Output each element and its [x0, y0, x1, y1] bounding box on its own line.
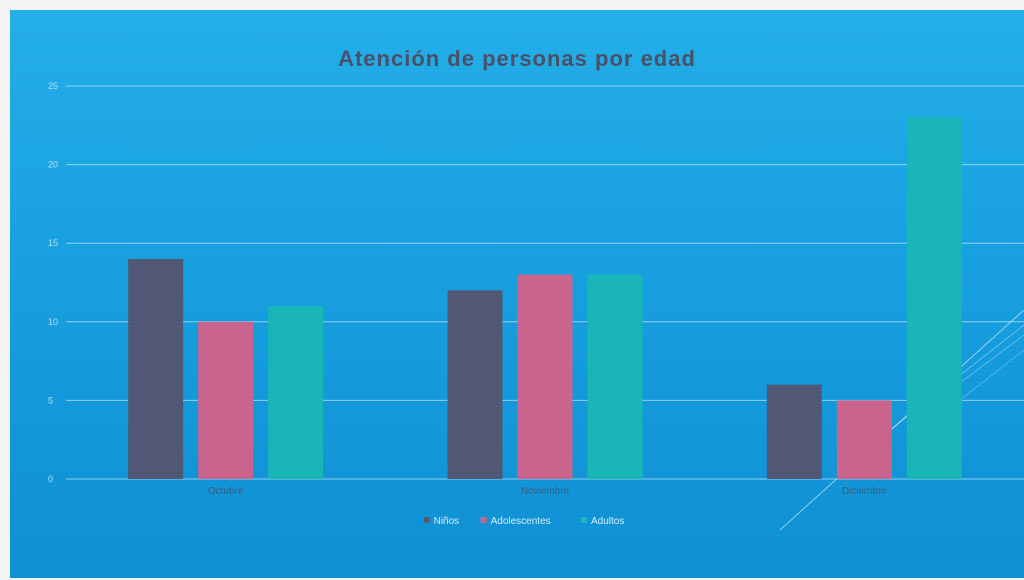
bar-adultos-diciembre — [906, 117, 962, 479]
legend-label: Adultos — [591, 516, 624, 527]
bar-adolescentes-octubre — [198, 321, 254, 479]
y-tick-label: 5 — [48, 395, 53, 405]
y-tick-label: 20 — [48, 160, 58, 170]
bar-niños-diciembre — [766, 384, 822, 479]
chart-title: Atención de personas por edad — [338, 46, 696, 71]
category-label: Diciembre — [842, 486, 887, 497]
y-tick-label: 10 — [48, 317, 58, 327]
y-tick-label: 15 — [48, 238, 58, 248]
bar-adolescentes-noviembre — [517, 274, 573, 479]
bar-chart: 0 5 10 15 20 25 Octubre Noviembre Diciembre Niñ… — [48, 81, 1024, 531]
y-tick-label: 0 — [48, 474, 53, 484]
legend-swatch — [480, 517, 487, 523]
legend-label: Adolescentes — [491, 516, 551, 527]
decorative-line — [779, 309, 1024, 531]
bar-adolescentes-diciembre — [836, 400, 892, 479]
y-tick-label: 25 — [48, 81, 58, 91]
bar-adultos-octubre — [268, 306, 324, 479]
legend-swatch — [581, 517, 587, 523]
category-label: Octubre — [208, 486, 244, 497]
bar-adultos-noviembre — [587, 274, 643, 479]
decorative-line — [959, 349, 1024, 401]
legend-label: Niños — [434, 516, 460, 527]
bar-niños-noviembre — [447, 290, 503, 479]
slide-background: Atención de personas por edad 0 5 10 15 20 25… — [10, 10, 1024, 578]
legend-swatch — [423, 517, 430, 523]
category-label: Noviembre — [521, 486, 570, 497]
bar-niños-octubre — [128, 258, 184, 479]
